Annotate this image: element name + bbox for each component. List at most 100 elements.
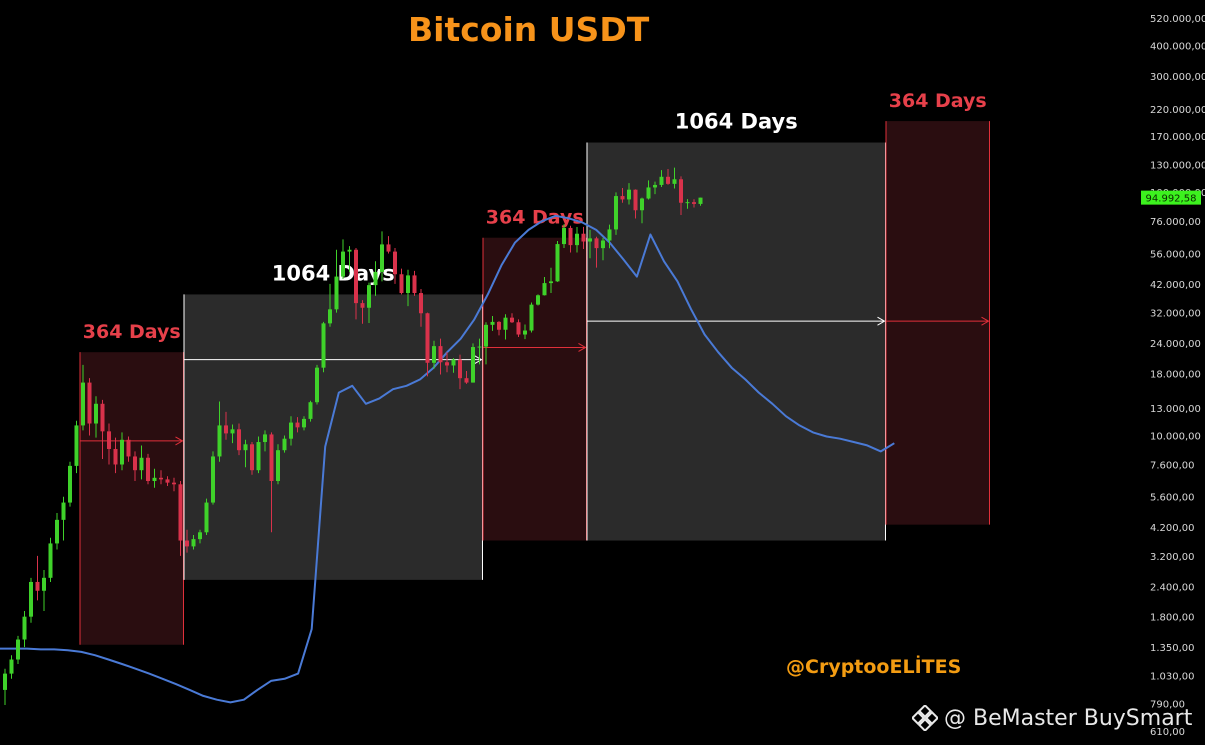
candle-body: [74, 425, 79, 466]
period-window-2: [483, 237, 587, 541]
candle-body: [159, 477, 163, 480]
candle-body: [503, 317, 508, 330]
candle-body: [204, 502, 209, 533]
y-tick-label: 400.000,00: [1150, 42, 1205, 53]
candle-body: [360, 303, 365, 308]
candle-body: [497, 321, 501, 330]
candle-body: [126, 439, 131, 457]
candle-body: [347, 249, 352, 252]
candle-body: [373, 271, 378, 286]
period-window-4: [886, 121, 990, 525]
y-tick-label: 130.000,00: [1150, 160, 1205, 171]
y-tick-label: 5.600,00: [1150, 493, 1195, 504]
candle-body: [484, 324, 488, 347]
candle-body: [529, 304, 534, 331]
candle-body: [594, 238, 599, 249]
candle-body: [614, 196, 618, 230]
candle-body: [627, 189, 631, 200]
candle-body: [42, 577, 46, 591]
price-axis: 520.000,00 400.000,00 300.000,00 220.000,00…: [1141, 14, 1205, 738]
candle-body: [425, 313, 430, 363]
candle-body: [81, 382, 85, 426]
period-window-3: [587, 142, 886, 541]
candle-body: [250, 444, 254, 471]
y-tick-label: 520.000,00: [1150, 14, 1205, 25]
y-tick-label: 1.350,00: [1150, 643, 1195, 654]
candle-body: [633, 189, 638, 211]
y-tick-label: 76.000,00: [1150, 217, 1201, 228]
candle-body: [523, 330, 527, 335]
candle-body: [243, 444, 248, 451]
candle-body: [211, 456, 215, 503]
y-tick-label: 56.000,00: [1150, 249, 1201, 260]
candle-body: [94, 403, 98, 424]
candle-body: [406, 275, 410, 294]
candle-body: [334, 276, 339, 310]
y-tick-label: 3.200,00: [1150, 552, 1195, 563]
y-tick-label: 170.000,00: [1150, 132, 1205, 143]
candle-body: [191, 539, 196, 547]
candle-body: [152, 477, 157, 482]
y-tick-label: 18.000,00: [1150, 369, 1201, 380]
candle-body: [68, 465, 72, 503]
candle-body: [451, 359, 456, 366]
watermark: @ BeMaster BuySmart: [912, 705, 1192, 731]
candle-body: [9, 659, 14, 674]
author-credit: @CryptooELİTES: [786, 656, 962, 678]
candle-body: [341, 251, 345, 277]
candle-body: [640, 198, 644, 211]
candle-body: [315, 367, 319, 403]
candle-body: [276, 450, 280, 482]
candle-body: [438, 346, 443, 363]
chart-title: Bitcoin USDT: [408, 10, 650, 49]
candle-body: [3, 673, 7, 690]
candle-body: [22, 616, 27, 640]
candle-body: [113, 448, 118, 465]
y-tick-label: 7.600,00: [1150, 460, 1195, 471]
candle-body: [679, 179, 683, 203]
candle-body: [516, 322, 521, 335]
candle-body: [549, 281, 553, 284]
candle-body: [568, 227, 573, 246]
candle-body: [562, 227, 566, 245]
y-tick-label: 1.800,00: [1150, 613, 1195, 624]
period-label-3: 1064 Days: [675, 110, 798, 134]
candle-body: [692, 202, 696, 204]
y-tick-label: 4.200,00: [1150, 523, 1195, 534]
candle-body: [139, 457, 144, 471]
candle-body: [354, 249, 358, 304]
y-tick-label: 24.000,00: [1150, 339, 1201, 350]
period-label-2: 364 Days: [486, 207, 584, 229]
candle-body: [172, 482, 176, 485]
candle-body: [510, 317, 514, 323]
y-tick-label: 13.000,00: [1150, 404, 1201, 415]
candle-body: [230, 429, 235, 434]
candle-body: [490, 321, 495, 325]
candles: [3, 167, 703, 706]
candle-body: [263, 434, 267, 443]
candle-body: [588, 238, 592, 242]
candle-body: [685, 202, 690, 204]
candle-body: [29, 581, 33, 617]
candle-body: [165, 479, 170, 483]
candle-body: [666, 176, 670, 184]
binance-logo-icon: [912, 705, 938, 731]
candle-body: [445, 362, 449, 366]
period-arrowhead-0: [175, 436, 184, 446]
candle-body: [399, 274, 404, 294]
y-tick-label: 300.000,00: [1150, 72, 1205, 83]
candle-body: [419, 293, 423, 314]
candle-body: [289, 422, 293, 439]
candle-body: [217, 425, 222, 457]
candle-body: [224, 425, 228, 434]
candle-body: [412, 275, 417, 294]
candle-body: [302, 418, 306, 428]
candle-body: [698, 197, 703, 204]
candle-body: [269, 434, 274, 482]
candle-body: [432, 346, 436, 363]
candle-body: [380, 244, 384, 272]
period-arrowhead-1: [474, 355, 483, 365]
y-tick-label: 32.000,00: [1150, 309, 1201, 320]
candle-body: [477, 346, 482, 348]
y-tick-label: 610,00: [1150, 727, 1185, 738]
